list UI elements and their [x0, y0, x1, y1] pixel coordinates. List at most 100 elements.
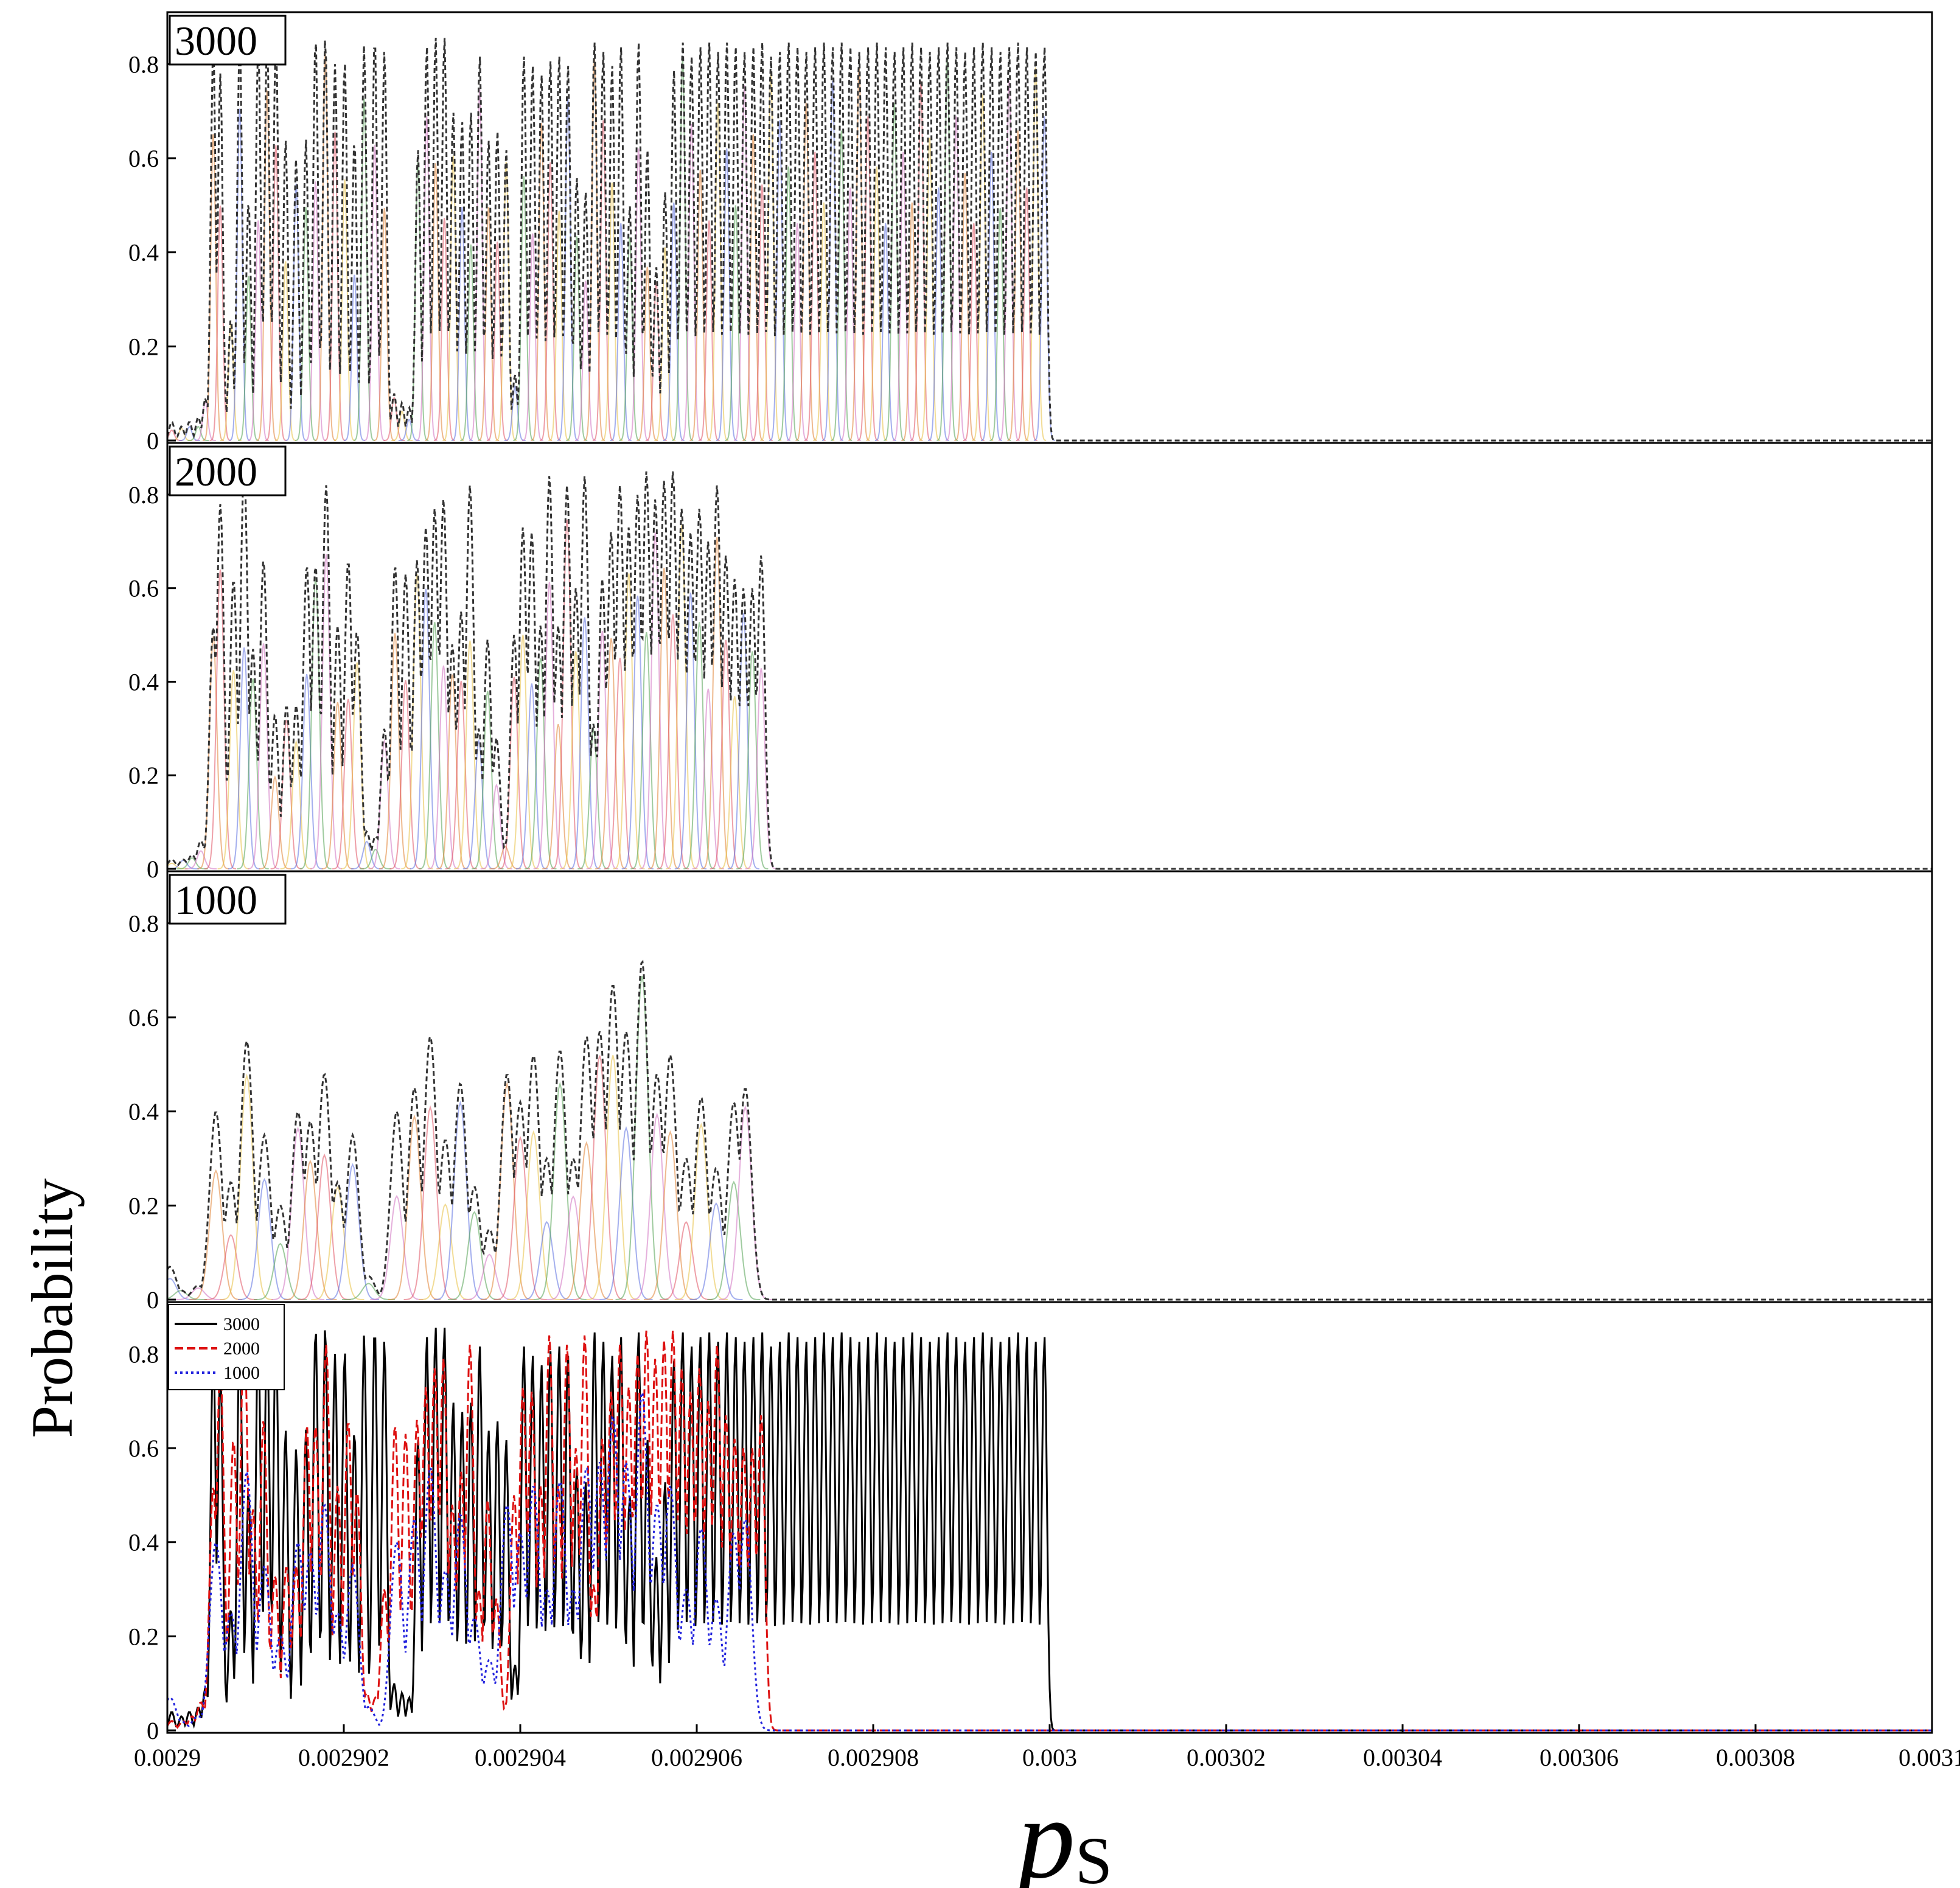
- component-curve: [389, 680, 422, 869]
- component-curve: [901, 202, 923, 441]
- component-curve: [1025, 67, 1047, 441]
- component-curve: [636, 266, 658, 441]
- component-curve: [368, 739, 400, 869]
- y-tick-label: 0.4: [128, 668, 159, 695]
- component-curve: [416, 116, 438, 441]
- x-tick-label: 0.00302: [1187, 1744, 1266, 1771]
- component-curve: [403, 1105, 457, 1300]
- component-curve: [299, 578, 332, 869]
- component-curve: [370, 1194, 424, 1300]
- x-tick-label: 0.002908: [828, 1744, 919, 1771]
- component-curve: [786, 223, 808, 441]
- component-curve: [972, 94, 994, 441]
- component-curve: [963, 223, 985, 441]
- series-line-2000: [166, 1326, 1932, 1732]
- component-curve: [736, 651, 769, 869]
- component-curve: [462, 739, 495, 869]
- component-curve: [343, 274, 365, 441]
- component-curve: [945, 116, 967, 441]
- component-curve: [701, 537, 733, 869]
- component-curve: [568, 617, 601, 869]
- component-curve: [478, 207, 500, 441]
- component-curve: [560, 651, 592, 869]
- component-curve: [237, 1178, 291, 1300]
- component-curve: [698, 220, 720, 441]
- x-axis-label-subscript: S: [1075, 1824, 1112, 1888]
- component-curve: [1016, 187, 1038, 441]
- component-curve: [630, 1112, 684, 1300]
- component-curve: [209, 205, 231, 441]
- component-curve: [290, 674, 323, 869]
- component-curve: [334, 179, 355, 441]
- component-curve: [305, 181, 326, 441]
- component-curve: [639, 532, 672, 869]
- y-tick-label: 0.8: [128, 910, 159, 937]
- component-curve: [480, 783, 512, 869]
- component-curve: [254, 1242, 307, 1300]
- component-curve: [716, 148, 738, 441]
- component-curve: [515, 683, 548, 869]
- component-curve: [710, 639, 742, 869]
- component-curve: [172, 1287, 225, 1300]
- component-curve: [604, 658, 636, 869]
- component-curve: [469, 89, 490, 441]
- x-axis-label-main: p: [1010, 1775, 1075, 1888]
- y-tick-label: 0.4: [128, 239, 159, 266]
- component-curve: [271, 1126, 325, 1300]
- component-curve: [839, 187, 861, 441]
- component-curve: [866, 166, 888, 441]
- component-curve: [566, 236, 588, 441]
- component-curve: [324, 131, 346, 441]
- component-curve: [599, 1126, 653, 1300]
- component-curve: [284, 1159, 337, 1300]
- component-curve: [533, 582, 565, 869]
- component-curve: [460, 244, 482, 441]
- component-curve: [342, 1283, 396, 1300]
- component-curve: [857, 116, 879, 441]
- x-tick-label: 0.0031: [1899, 1744, 1960, 1771]
- panel-frame: [166, 870, 1933, 1303]
- component-curve: [719, 1104, 772, 1300]
- component-curve: [680, 124, 702, 441]
- component-curve: [493, 1135, 547, 1300]
- component-curve: [674, 1123, 728, 1300]
- panel-3000: 0 0.2 0.4 0.6 0.8 3000: [128, 11, 1933, 455]
- panel-label: 3000: [175, 18, 257, 64]
- component-curve: [778, 166, 800, 441]
- y-tick-label: 0.4: [128, 1529, 159, 1556]
- component-curve: [220, 1073, 274, 1300]
- y-tick-label: 0.8: [128, 1340, 159, 1368]
- component-curve: [410, 588, 442, 869]
- component-curve: [489, 846, 521, 869]
- y-tick-label: 0: [147, 855, 159, 883]
- component-curve: [573, 1055, 627, 1300]
- panel-2000: 0 0.2 0.4 0.6 0.8 2000: [128, 442, 1933, 883]
- component-curve: [401, 574, 433, 869]
- panel-label-box: 2000: [169, 445, 287, 496]
- legend-label: 3000: [223, 1314, 260, 1334]
- component-curve: [448, 1211, 501, 1300]
- component-curve: [341, 662, 373, 869]
- series-line-3000: [166, 1326, 1932, 1732]
- component-curve: [383, 396, 405, 441]
- component-curve: [742, 134, 764, 441]
- component-curve: [427, 665, 459, 869]
- component-curve: [398, 419, 420, 441]
- component-curve: [892, 152, 914, 441]
- x-tick-label: 0.002906: [651, 1744, 742, 1771]
- component-curve: [507, 635, 539, 869]
- component-curve: [364, 145, 386, 441]
- component-curve: [407, 162, 429, 441]
- component-curve: [719, 696, 751, 869]
- component-curve: [654, 247, 676, 441]
- component-curve: [613, 573, 645, 869]
- x-tick-label: 0.00306: [1540, 1744, 1619, 1771]
- component-curve: [531, 123, 553, 441]
- y-tick-label: 0: [147, 1286, 159, 1314]
- y-tick-label: 0.2: [128, 333, 159, 360]
- component-curve: [498, 677, 531, 869]
- y-tick-label: 0.6: [128, 575, 159, 602]
- component-curve: [989, 207, 1011, 441]
- component-curve: [674, 592, 706, 869]
- x-tick-label: 0.0029: [134, 1744, 201, 1771]
